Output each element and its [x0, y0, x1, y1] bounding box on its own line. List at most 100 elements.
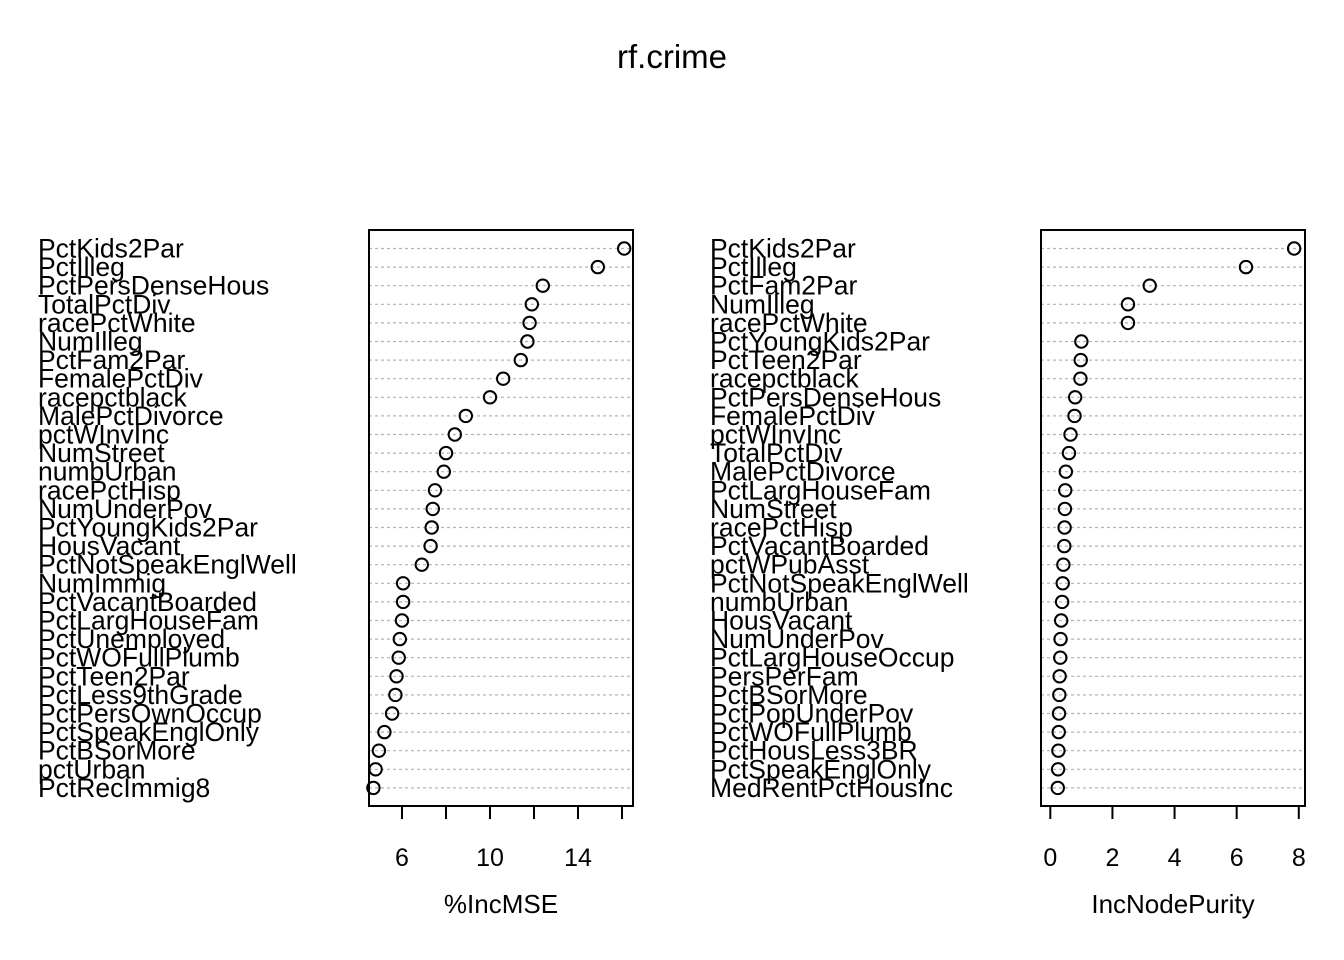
variable-label: PctNotSpeakEnglWell	[38, 550, 297, 580]
variable-label: NumIlleg	[710, 289, 815, 319]
data-point	[1051, 724, 1066, 740]
variable-label: PctUnemployed	[38, 624, 225, 654]
variable-label: numbUrban	[38, 457, 176, 487]
data-point	[1053, 650, 1068, 665]
panel-incmse: PctKids2ParPctIllegPctPersDenseHousTotal…	[38, 229, 634, 919]
data-point	[1050, 762, 1066, 777]
variable-label: MalePctDivorce	[710, 457, 896, 487]
variable-label: PctRecImmig8	[38, 773, 210, 803]
data-point	[1120, 315, 1136, 331]
variable-label: PctPersDenseHous	[38, 271, 269, 301]
variable-label: PctKids2Par	[710, 234, 856, 264]
variable-label: numbUrban	[710, 587, 848, 617]
data-point	[389, 669, 404, 684]
variable-label: PctKids2Par	[38, 234, 184, 264]
x-tick-label: 6	[1230, 844, 1244, 872]
variable-label: PctIlleg	[38, 252, 125, 282]
data-point	[424, 520, 439, 535]
variable-label: HousVacant	[710, 606, 853, 636]
panel-incnodepurity: PctKids2ParPctIllegPctFam2ParNumIllegrac…	[710, 229, 1306, 919]
variable-label: TotalPctDiv	[38, 289, 171, 319]
data-point	[388, 687, 403, 703]
x-axis-title: %IncMSE	[444, 889, 558, 919]
data-point	[535, 278, 550, 293]
data-point	[1057, 538, 1072, 554]
data-point	[1057, 520, 1072, 535]
variable-label: pctWInvInc	[710, 420, 841, 450]
data-point	[436, 464, 451, 479]
data-point	[414, 557, 429, 572]
data-point	[524, 297, 539, 312]
panel-frame	[1040, 229, 1306, 807]
data-point	[590, 259, 605, 275]
data-point	[1056, 557, 1071, 572]
variable-label: NumIlleg	[38, 327, 143, 357]
data-point	[1067, 408, 1082, 424]
variable-label: PctLargHouseFam	[38, 606, 259, 636]
data-point	[395, 594, 411, 610]
data-point	[447, 427, 462, 442]
data-point	[425, 501, 440, 517]
variable-label: FemalePctDiv	[38, 364, 204, 394]
x-axis-title: IncNodePurity	[1091, 889, 1254, 919]
variable-label: PctLargHouseFam	[710, 475, 931, 505]
variable-label: PctYoungKids2Par	[710, 327, 930, 357]
variable-label: pctWInvInc	[38, 420, 169, 450]
variable-label: PctPopUnderPov	[710, 699, 914, 729]
data-point	[1238, 259, 1254, 275]
plot-title: rf.crime	[617, 38, 727, 75]
data-point	[1050, 780, 1065, 796]
x-tick-label: 6	[395, 844, 409, 872]
data-point	[1051, 706, 1067, 721]
data-point	[427, 483, 443, 498]
data-point	[520, 334, 535, 349]
data-point	[1286, 241, 1302, 256]
data-point	[1073, 371, 1088, 386]
data-point	[482, 390, 498, 405]
variable-label: PctTeen2Par	[38, 661, 190, 691]
x-tick-label: 14	[564, 844, 592, 872]
variable-label: PctPersOwnOccup	[38, 699, 262, 729]
variable-label: PctSpeakEnglOnly	[710, 754, 932, 784]
variable-label: FemalePctDiv	[710, 401, 876, 431]
data-point	[392, 631, 407, 647]
variable-label: PersPerFam	[710, 661, 859, 691]
data-point	[1055, 576, 1070, 591]
x-tick-label: 2	[1105, 844, 1119, 872]
variable-label: PctVacantBoarded	[38, 587, 257, 617]
data-point	[1051, 743, 1066, 758]
variable-label: PctNotSpeakEnglWell	[710, 568, 969, 598]
data-point	[1067, 390, 1083, 405]
data-point	[1053, 631, 1068, 647]
data-point	[377, 724, 392, 740]
data-point	[617, 241, 632, 256]
data-point	[1053, 613, 1069, 628]
variable-label: racePctHisp	[38, 475, 181, 505]
data-point	[1057, 501, 1073, 517]
variable-label: PctSpeakEnglOnly	[38, 717, 260, 747]
variable-label: racePctWhite	[38, 308, 196, 338]
data-point	[1054, 594, 1070, 610]
variable-label: TotalPctDiv	[710, 438, 843, 468]
data-point	[395, 576, 411, 591]
x-tick-label: 0	[1043, 844, 1057, 872]
variable-label: PctVacantBoarded	[710, 531, 929, 561]
x-tick-label: 8	[1292, 844, 1306, 872]
variable-label: PctHousLess3BR	[710, 736, 918, 766]
data-point	[1063, 427, 1078, 442]
variable-label: racepctblack	[710, 364, 860, 394]
data-point	[1074, 334, 1089, 349]
variable-label: PctFam2Par	[38, 345, 185, 375]
variable-label: MedRentPctHousInc	[710, 773, 953, 803]
data-point	[496, 371, 511, 386]
variable-label: racePctHisp	[710, 513, 853, 543]
variable-label: PctPersDenseHous	[710, 382, 941, 412]
data-point	[1058, 464, 1074, 479]
variable-label: NumImmig	[38, 568, 166, 598]
variable-label: HousVacant	[38, 531, 181, 561]
variable-label: racepctblack	[38, 382, 188, 412]
data-point	[1058, 483, 1073, 498]
variable-label: PctWOFullPlumb	[38, 643, 240, 673]
variable-label: NumUnderPov	[38, 494, 213, 524]
